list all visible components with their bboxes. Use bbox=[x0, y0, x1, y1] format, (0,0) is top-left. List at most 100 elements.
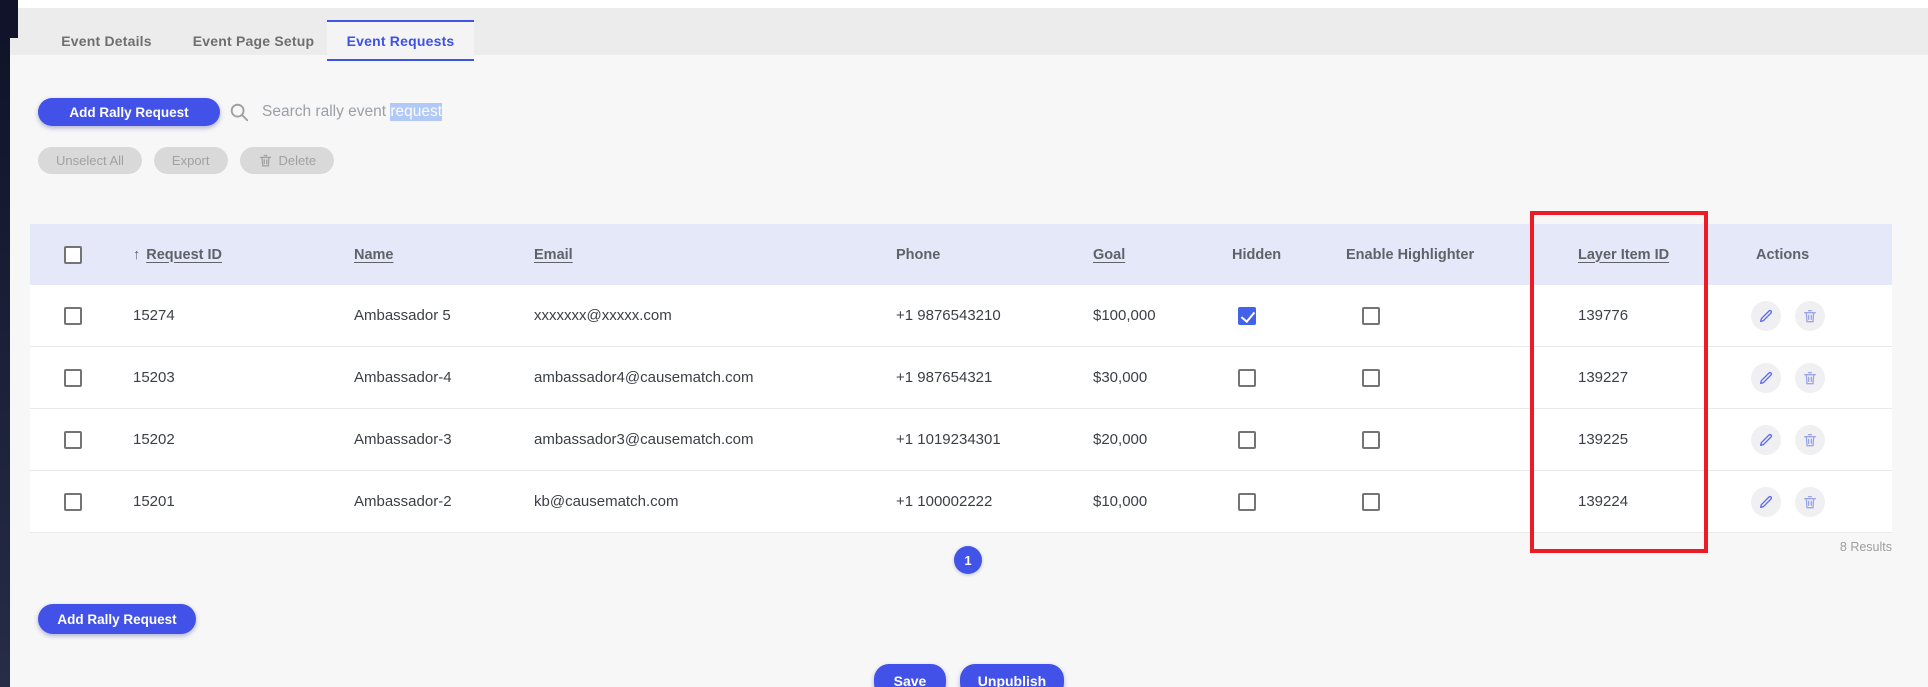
column-header-label[interactable]: Name bbox=[354, 246, 394, 263]
column-header-label: Actions bbox=[1756, 246, 1810, 263]
column-header-enable-highlighter: Enable Highlighter bbox=[1316, 247, 1548, 263]
hidden-checkbox[interactable] bbox=[1238, 430, 1256, 449]
cell-email: ambassador3@causematch.com bbox=[534, 431, 754, 448]
add-rally-request-button-top[interactable]: Add Rally Request bbox=[38, 98, 220, 126]
trash-icon bbox=[259, 154, 271, 167]
column-header-label[interactable]: Email bbox=[534, 246, 573, 263]
cell-goal: $20,000 bbox=[1093, 431, 1148, 448]
enable-highlighter-checkbox[interactable] bbox=[1362, 492, 1380, 511]
cell-hidden bbox=[1202, 368, 1316, 387]
cell-goal: $100,000 bbox=[1093, 307, 1156, 324]
sidebar-edge-corner bbox=[0, 0, 18, 38]
cell-select bbox=[30, 492, 116, 511]
enable-highlighter-checkbox[interactable] bbox=[1362, 430, 1380, 449]
tab-event-details[interactable]: Event Details bbox=[61, 32, 152, 49]
edit-button[interactable] bbox=[1751, 300, 1781, 331]
edit-pencil-icon bbox=[1760, 495, 1773, 508]
add-rally-request-button-bottom[interactable]: Add Rally Request bbox=[38, 604, 196, 634]
table-body: 15274 Ambassador 5 xxxxxxx@xxxxx.com +1 987… bbox=[30, 285, 1892, 533]
cell-request-id: 15274 bbox=[133, 307, 175, 324]
column-header-phone: Phone bbox=[866, 247, 1063, 263]
table-row: 15201 Ambassador-2 kb@causematch.com +1 100… bbox=[30, 471, 1892, 533]
table-header-row: ↑ Request ID Name Email Phone Goal Hidden Enabl… bbox=[30, 224, 1892, 285]
export-button[interactable]: Export bbox=[153, 147, 228, 174]
column-header-label[interactable]: Request ID bbox=[146, 246, 222, 263]
column-header-name: Name bbox=[324, 247, 504, 263]
row-select-checkbox[interactable] bbox=[64, 430, 82, 449]
edit-button[interactable] bbox=[1751, 486, 1781, 517]
tab-event-requests[interactable]: Event Requests bbox=[327, 20, 474, 61]
cell-actions bbox=[1726, 300, 1892, 331]
row-select-checkbox[interactable] bbox=[64, 306, 82, 325]
column-header-request-id: ↑ Request ID bbox=[116, 247, 324, 263]
table-row: 15203 Ambassador-4 ambassador4@causematch.… bbox=[30, 347, 1892, 409]
cell-hidden bbox=[1202, 492, 1316, 511]
row-delete-button[interactable] bbox=[1795, 486, 1825, 517]
delete-trash-icon bbox=[1804, 433, 1816, 446]
cell-layer-item-id: 139225 bbox=[1578, 431, 1629, 448]
cell-email: ambassador4@causematch.com bbox=[534, 369, 754, 386]
column-header-select bbox=[30, 245, 116, 264]
top-window-strip bbox=[10, 0, 1928, 8]
rally-requests-table: ↑ Request ID Name Email Phone Goal Hidden Enabl… bbox=[30, 224, 1892, 533]
cell-layer-item-id: 139776 bbox=[1578, 307, 1629, 324]
search-selected-text: request bbox=[390, 103, 443, 121]
column-header-layer-item-id: Layer Item ID bbox=[1548, 247, 1726, 263]
cell-select bbox=[30, 306, 116, 325]
search-text: Search rally event bbox=[262, 103, 391, 120]
pagination-page-1[interactable]: 1 bbox=[954, 546, 982, 574]
delete-trash-icon bbox=[1804, 309, 1816, 322]
delete-trash-icon bbox=[1804, 495, 1816, 508]
cell-phone: +1 987654321 bbox=[896, 369, 993, 386]
save-button[interactable]: Save bbox=[874, 664, 946, 687]
tab-event-page-setup[interactable]: Event Page Setup bbox=[192, 32, 315, 49]
unpublish-button[interactable]: Unpublish bbox=[960, 664, 1064, 687]
cell-name: Ambassador-4 bbox=[354, 369, 452, 386]
delete-button[interactable]: Delete bbox=[239, 147, 335, 174]
cell-layer-item-id: 139224 bbox=[1578, 493, 1629, 510]
column-header-label[interactable]: Layer Item ID bbox=[1578, 246, 1670, 263]
edit-pencil-icon bbox=[1760, 309, 1773, 322]
delete-button-label: Delete bbox=[278, 153, 317, 168]
cell-actions bbox=[1726, 362, 1892, 393]
search-input[interactable]: Search rally event request bbox=[228, 98, 443, 126]
cell-layer-item-id: 139227 bbox=[1578, 369, 1629, 386]
cell-phone: +1 9876543210 bbox=[896, 307, 1001, 324]
edit-pencil-icon bbox=[1760, 371, 1773, 384]
cell-phone: +1 100002222 bbox=[896, 493, 993, 510]
cell-email: xxxxxxx@xxxxx.com bbox=[534, 307, 672, 324]
enable-highlighter-checkbox[interactable] bbox=[1362, 368, 1380, 387]
hidden-checkbox[interactable] bbox=[1238, 368, 1256, 387]
row-select-checkbox[interactable] bbox=[64, 368, 82, 387]
column-header-hidden: Hidden bbox=[1202, 247, 1316, 263]
row-delete-button[interactable] bbox=[1795, 424, 1825, 455]
table-row: 15202 Ambassador-3 ambassador3@causematch.… bbox=[30, 409, 1892, 471]
cell-hidden bbox=[1202, 430, 1316, 449]
row-delete-button[interactable] bbox=[1795, 300, 1825, 331]
hidden-checkbox[interactable] bbox=[1238, 306, 1256, 325]
cell-name: Ambassador-3 bbox=[354, 431, 452, 448]
column-header-label: Phone bbox=[896, 246, 941, 263]
select-all-checkbox[interactable] bbox=[64, 245, 82, 264]
edit-button[interactable] bbox=[1751, 362, 1781, 393]
column-header-label[interactable]: Goal bbox=[1093, 246, 1126, 263]
hidden-checkbox[interactable] bbox=[1238, 492, 1256, 511]
delete-trash-icon bbox=[1804, 371, 1816, 384]
enable-highlighter-checkbox[interactable] bbox=[1362, 306, 1380, 325]
cell-select bbox=[30, 430, 116, 449]
cell-email: kb@causematch.com bbox=[534, 493, 679, 510]
sort-arrow-up-icon[interactable]: ↑ bbox=[133, 246, 141, 263]
edit-button[interactable] bbox=[1751, 424, 1781, 455]
cell-phone: +1 1019234301 bbox=[896, 431, 1001, 448]
cell-name: Ambassador 5 bbox=[354, 307, 451, 324]
row-delete-button[interactable] bbox=[1795, 362, 1825, 393]
cell-request-id: 15201 bbox=[133, 493, 175, 510]
search-icon bbox=[230, 103, 249, 122]
cell-request-id: 15202 bbox=[133, 431, 175, 448]
row-select-checkbox[interactable] bbox=[64, 492, 82, 511]
cell-select bbox=[30, 368, 116, 387]
cell-goal: $10,000 bbox=[1093, 493, 1148, 510]
sidebar-edge bbox=[0, 0, 10, 687]
unselect-all-button[interactable]: Unselect All bbox=[38, 147, 142, 174]
cell-enable-highlighter bbox=[1316, 430, 1548, 449]
